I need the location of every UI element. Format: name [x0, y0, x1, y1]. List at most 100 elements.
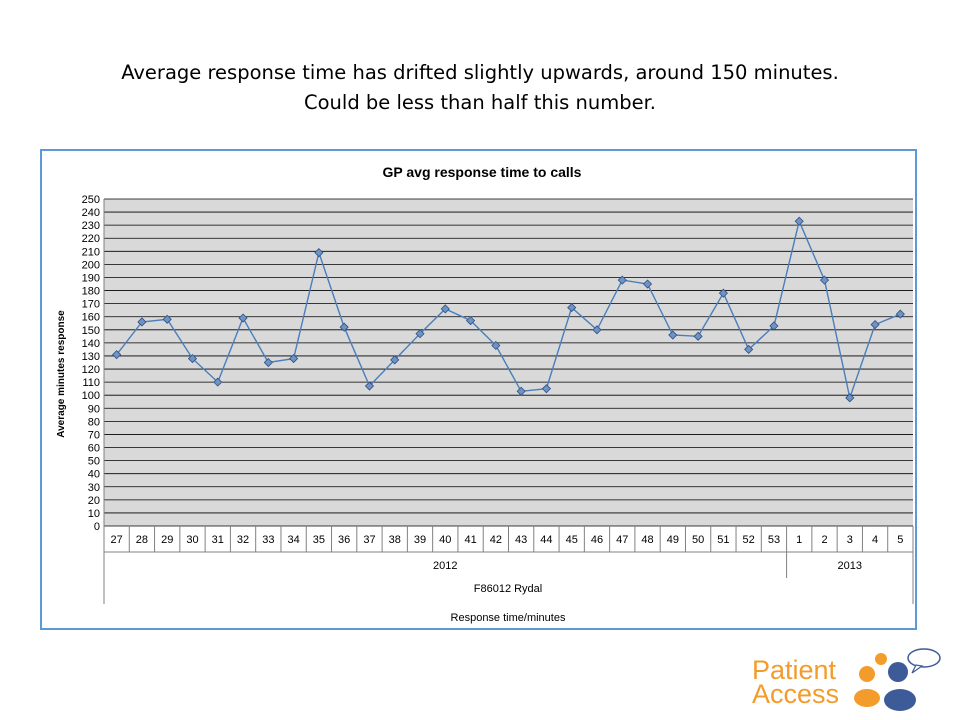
data-point: [567, 302, 577, 313]
year-group-label: 2012: [433, 560, 457, 572]
x-tick-label: 2: [821, 534, 827, 546]
logo-text-line-1: Patient: [752, 655, 837, 685]
y-tick-label: 250: [82, 194, 100, 206]
data-point: [238, 313, 248, 323]
x-tick-label: 34: [287, 534, 299, 546]
data-point: [895, 309, 905, 319]
x-tick-label: 5: [897, 534, 903, 546]
heading-line-1: Average response time has drifted slight…: [121, 61, 839, 84]
data-point: [415, 329, 425, 339]
y-axis-title: Average minutes response: [56, 310, 67, 438]
y-tick-label: 40: [88, 469, 100, 481]
data-point: [744, 344, 754, 354]
x-tick-label: 38: [389, 534, 401, 546]
y-tick-label: 10: [88, 508, 100, 520]
x-tick-label: 28: [136, 534, 148, 546]
y-tick-label: 130: [82, 351, 100, 363]
y-tick-label: 50: [88, 456, 100, 468]
x-tick-label: 48: [641, 534, 653, 546]
year-group-label: 2013: [838, 560, 862, 572]
y-tick-label: 200: [82, 259, 100, 271]
data-point: [162, 314, 172, 324]
data-point: [339, 322, 349, 332]
data-point: [617, 275, 627, 285]
x-axis-title: Response time/minutes: [451, 612, 566, 624]
data-point: [693, 331, 703, 341]
x-tick-label: 40: [439, 534, 451, 546]
data-point: [668, 330, 678, 340]
x-tick-label: 53: [768, 534, 780, 546]
y-tick-label: 70: [88, 429, 100, 441]
data-point: [440, 304, 450, 314]
slide-heading: Average response time has drifted slight…: [0, 58, 960, 118]
data-point: [137, 317, 147, 327]
data-point: [845, 393, 855, 403]
x-tick-label: 30: [186, 534, 198, 546]
axis-layer: 0102030405060708090100110120130140150160…: [82, 194, 914, 604]
data-point: [718, 288, 728, 298]
x-tick-label: 1: [796, 534, 802, 546]
x-tick-label: 3: [847, 534, 853, 546]
y-tick-label: 210: [82, 246, 100, 258]
x-tick-label: 42: [490, 534, 502, 546]
x-tick-label: 39: [414, 534, 426, 546]
y-tick-label: 60: [88, 443, 100, 455]
people-speech-bubble-icon: [854, 648, 941, 711]
data-point: [314, 248, 324, 258]
x-tick-label: 51: [717, 534, 729, 546]
data-point: [491, 340, 501, 351]
data-point: [390, 355, 400, 365]
x-tick-label: 41: [464, 534, 476, 546]
x-tick-label: 32: [237, 534, 249, 546]
data-point: [112, 350, 122, 360]
y-tick-label: 160: [82, 312, 100, 324]
data-point: [466, 316, 476, 326]
data-point: [541, 384, 551, 394]
data-point: [870, 320, 880, 330]
series-line: [116, 218, 901, 401]
x-tick-label: 49: [667, 534, 679, 546]
data-point: [516, 386, 526, 396]
data-point: [187, 354, 198, 364]
category-group-label: F86012 Rydal: [474, 583, 543, 595]
x-tick-label: 31: [212, 534, 224, 546]
y-tick-label: 90: [88, 403, 100, 415]
data-point: [364, 381, 375, 391]
y-tick-label: 30: [88, 482, 100, 494]
x-tick-label: 46: [591, 534, 603, 546]
y-tick-label: 170: [82, 299, 100, 311]
data-point: [769, 321, 779, 331]
x-tick-label: 50: [692, 534, 704, 546]
data-point: [819, 275, 830, 285]
patient-access-logo: Patient Access: [752, 648, 942, 712]
series-layer: [112, 216, 905, 403]
y-tick-label: 220: [82, 233, 100, 245]
chart-title: GP avg response time to calls: [383, 164, 582, 180]
x-tick-label: 37: [363, 534, 375, 546]
data-point: [794, 216, 804, 226]
data-point: [213, 377, 223, 387]
data-point: [289, 354, 299, 364]
data-point: [592, 325, 602, 335]
y-tick-label: 20: [88, 495, 100, 507]
plot-area: [104, 199, 913, 526]
y-tick-label: 110: [82, 377, 100, 389]
x-tick-label: 44: [540, 534, 552, 546]
x-tick-label: 45: [566, 534, 578, 546]
x-tick-label: 27: [111, 534, 123, 546]
line-chart: GP avg response time to calls 0102030405…: [42, 151, 915, 628]
y-tick-label: 230: [82, 220, 100, 232]
y-tick-label: 100: [82, 390, 100, 402]
x-tick-label: 47: [616, 534, 628, 546]
data-point: [263, 357, 273, 368]
y-tick-label: 180: [82, 286, 100, 298]
data-point: [642, 279, 653, 289]
y-tick-label: 240: [82, 207, 100, 219]
chart-frame: GP avg response time to calls 0 10 20 30 40 5…: [40, 149, 917, 630]
logo-text-line-2: Access: [752, 679, 840, 709]
x-tick-label: 33: [262, 534, 274, 546]
y-tick-label: 150: [82, 325, 100, 337]
x-tick-label: 35: [313, 534, 325, 546]
x-tick-label: 36: [338, 534, 350, 546]
grid-layer: [104, 198, 913, 527]
